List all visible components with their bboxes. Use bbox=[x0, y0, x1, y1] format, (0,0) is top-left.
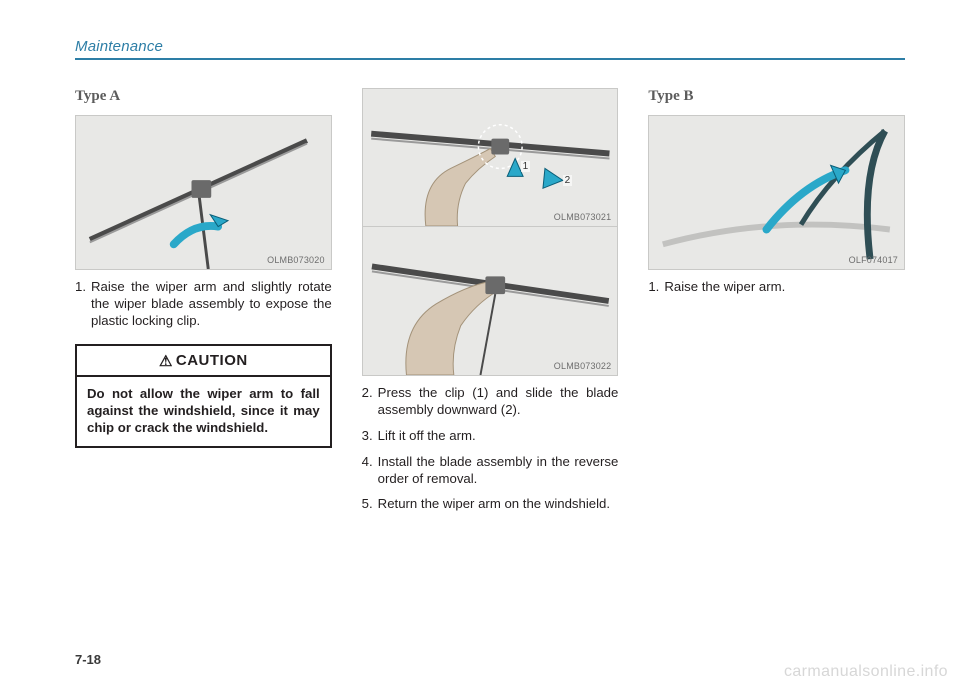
step-number: 4. bbox=[362, 454, 378, 488]
figure-4: OLF074017 bbox=[648, 115, 905, 270]
col2-step-4: 4. Install the blade assembly in the rev… bbox=[362, 454, 619, 488]
column-3: Type B OLF074017 1. Raise the wiper arm. bbox=[648, 88, 905, 513]
type-b-heading: Type B bbox=[648, 88, 905, 105]
chapter-title: Maintenance bbox=[75, 38, 905, 55]
column-2: 1 2 OLMB073021 OLMB073022 2. Press the c… bbox=[362, 88, 619, 513]
col3-step-1: 1. Raise the wiper arm. bbox=[648, 279, 905, 296]
step-text: Return the wiper arm on the wind­shield. bbox=[378, 496, 619, 513]
caution-label: CAUTION bbox=[176, 352, 248, 369]
page-header: Maintenance bbox=[75, 38, 905, 60]
step-text: Raise the wiper arm and slightly rotate … bbox=[91, 279, 332, 330]
header-rule bbox=[75, 58, 905, 60]
page-number: 7-18 bbox=[75, 652, 101, 667]
figure-1-svg bbox=[76, 116, 331, 269]
step-text: Lift it off the arm. bbox=[378, 428, 619, 445]
col1-step-1: 1. Raise the wiper arm and slightly rota… bbox=[75, 279, 332, 330]
step-text: Raise the wiper arm. bbox=[664, 279, 905, 296]
col2-step-2: 2. Press the clip (1) and slide the blad… bbox=[362, 385, 619, 419]
caution-heading: ⚠CAUTION bbox=[77, 346, 330, 377]
figure-4-svg bbox=[649, 116, 904, 269]
caution-box: ⚠CAUTION Do not allow the wiper arm to f… bbox=[75, 344, 332, 448]
figure-3: OLMB073022 bbox=[362, 226, 619, 376]
figure-3-svg bbox=[363, 227, 618, 375]
step-number: 3. bbox=[362, 428, 378, 445]
col2-step-3: 3. Lift it off the arm. bbox=[362, 428, 619, 445]
figure-1: OLMB073020 bbox=[75, 115, 332, 270]
figure-2-svg bbox=[363, 89, 618, 226]
step-text: Press the clip (1) and slide the blade a… bbox=[378, 385, 619, 419]
callout-1: 1 bbox=[521, 161, 531, 172]
col2-step-5: 5. Return the wiper arm on the wind­shie… bbox=[362, 496, 619, 513]
step-number: 1. bbox=[648, 279, 664, 296]
figure-4-code: OLF074017 bbox=[849, 255, 898, 265]
warning-icon: ⚠ bbox=[159, 353, 173, 370]
step-number: 5. bbox=[362, 496, 378, 513]
figure-2: 1 2 OLMB073021 bbox=[362, 88, 619, 226]
figure-1-code: OLMB073020 bbox=[267, 255, 325, 265]
step-text: Install the blade assembly in the revers… bbox=[378, 454, 619, 488]
caution-body: Do not allow the wiper arm to fall again… bbox=[77, 377, 330, 446]
figure-3-code: OLMB073022 bbox=[554, 361, 612, 371]
callout-2: 2 bbox=[563, 175, 573, 186]
type-a-heading: Type A bbox=[75, 88, 332, 105]
content-columns: Type A OLMB073020 1. Rais bbox=[75, 88, 905, 513]
step-number: 1. bbox=[75, 279, 91, 330]
step-number: 2. bbox=[362, 385, 378, 419]
page-root: Maintenance Type A OLMB0730 bbox=[0, 0, 960, 689]
column-1: Type A OLMB073020 1. Rais bbox=[75, 88, 332, 513]
watermark: carmanualsonline.info bbox=[784, 663, 948, 681]
figure-2-code: OLMB073021 bbox=[554, 212, 612, 222]
